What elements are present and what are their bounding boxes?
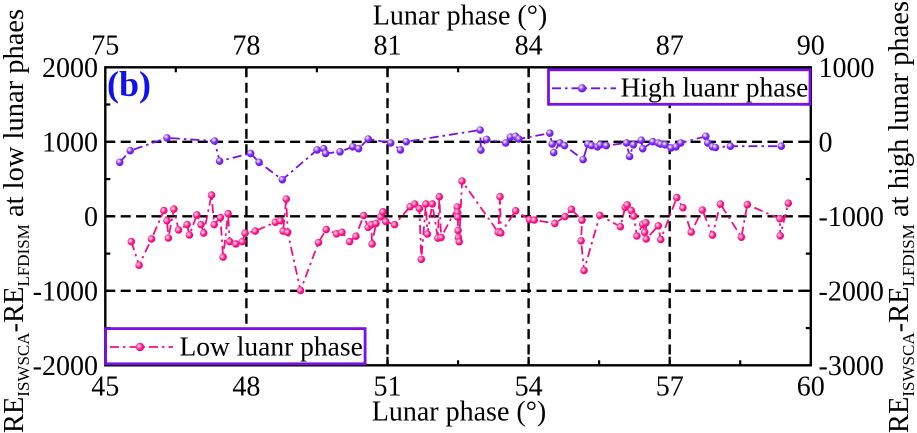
svg-text:84: 84 [515,31,543,62]
svg-text:-1000: -1000 [33,276,98,307]
svg-text:-2000: -2000 [819,276,884,307]
svg-text:REISWSCA-RELFDISM at low lunar: REISWSCA-RELFDISM at low lunar phaes [0,9,33,433]
svg-text:0: 0 [84,202,98,233]
svg-text:45: 45 [91,372,119,403]
svg-text:(b): (b) [107,64,151,104]
svg-text:90: 90 [797,31,825,62]
svg-text:1000: 1000 [42,127,98,158]
svg-text:54: 54 [515,372,543,403]
svg-text:1000: 1000 [819,53,875,84]
svg-text:51: 51 [374,372,402,403]
svg-text:60: 60 [797,372,825,403]
svg-text:81: 81 [374,31,402,62]
svg-text:Low luanr phase: Low luanr phase [180,330,363,361]
svg-text:High luanr phase: High luanr phase [621,72,809,103]
svg-text:48: 48 [232,372,260,403]
svg-text:75: 75 [91,31,119,62]
svg-text:-1000: -1000 [819,202,884,233]
svg-text:-3000: -3000 [819,351,884,382]
svg-text:2000: 2000 [42,53,98,84]
svg-text:0: 0 [819,127,833,158]
svg-text:57: 57 [656,372,684,403]
svg-text:Lunar phase (°): Lunar phase (°) [373,1,547,32]
svg-text:78: 78 [232,31,260,62]
svg-text:87: 87 [656,31,684,62]
svg-text:Lunar phase (°): Lunar phase (°) [372,397,546,428]
svg-text:-2000: -2000 [33,351,98,382]
